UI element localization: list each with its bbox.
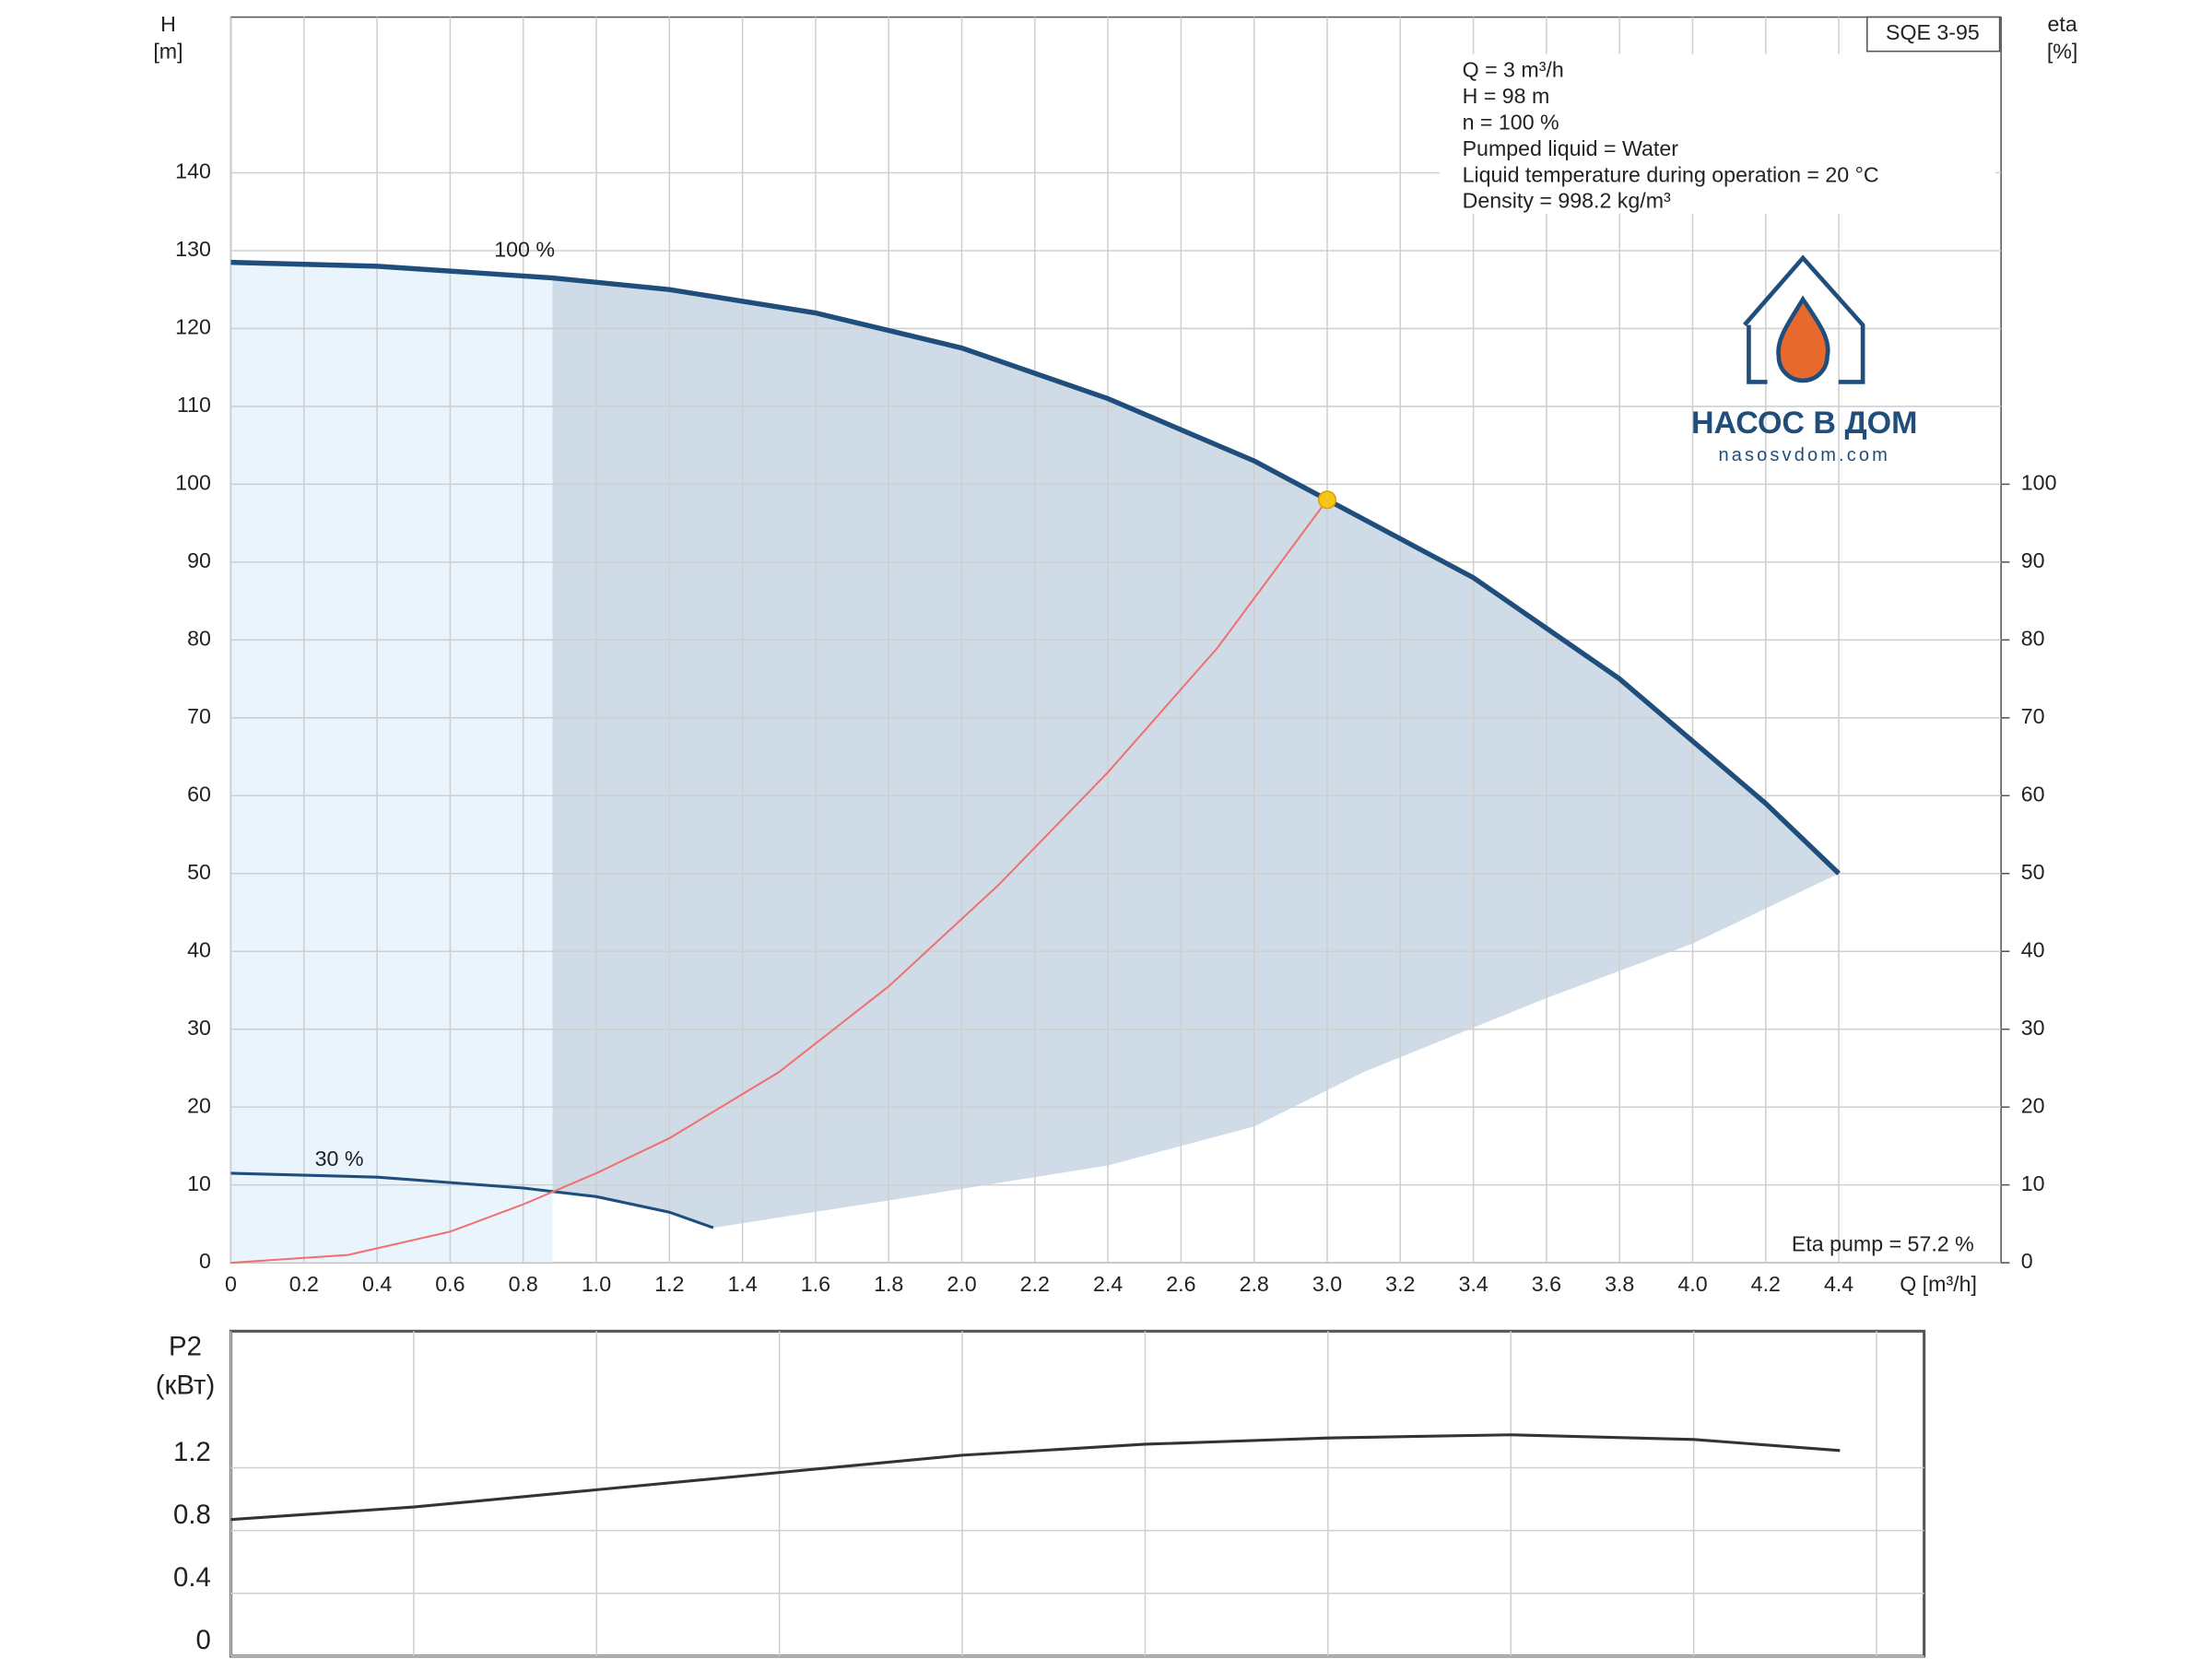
y-tick-label: 0 — [199, 1249, 211, 1273]
y-axis-label: (кВт) — [156, 1370, 215, 1400]
info-line: H = 98 m — [1463, 84, 1550, 108]
x-tick-label: 0.2 — [289, 1272, 319, 1296]
y-tick-label: 110 — [177, 393, 211, 417]
series-line — [230, 1433, 1841, 1522]
low-region — [230, 262, 553, 1264]
operating-area — [552, 277, 1840, 1229]
x-tick-label: 1.0 — [582, 1272, 611, 1296]
info-line: Q = 3 m³/h — [1463, 57, 1564, 81]
operating-point — [1317, 490, 1337, 510]
y-tick-label: 20 — [187, 1093, 211, 1117]
x-tick-label: 3.0 — [1312, 1272, 1342, 1296]
y-tick-label: 1.2 — [173, 1437, 211, 1467]
y-tick-label: 60 — [187, 782, 211, 806]
curve-label: 30 % — [315, 1147, 364, 1171]
y-tick-label: 90 — [187, 548, 211, 572]
y-tick-label: 10 — [187, 1171, 211, 1195]
y2-tick-label: 50 — [2021, 860, 2045, 884]
y-tick-label: 30 — [187, 1016, 211, 1040]
fill-layer — [230, 262, 1840, 1264]
info-line: Pumped liquid = Water — [1463, 136, 1679, 160]
y-tick-label: 50 — [187, 860, 211, 884]
y-tick-label: 0 — [196, 1625, 211, 1655]
model-box — [1866, 16, 2001, 53]
y2-tick-label: 30 — [2021, 1016, 2045, 1040]
series-line — [230, 1171, 714, 1230]
x-tick-label: 0.6 — [435, 1272, 465, 1296]
y-tick-label: 40 — [187, 937, 211, 961]
y2-axis-label: [%] — [2047, 39, 2078, 63]
info-box — [1439, 53, 1995, 214]
y2-tick-label: 0 — [2021, 1249, 2033, 1273]
info-line: Density = 998.2 kg/m³ — [1463, 189, 1671, 213]
x-tick-label: 2.0 — [947, 1272, 976, 1296]
y-axis-label: [m] — [153, 39, 182, 63]
lines-layer — [230, 259, 1841, 1522]
grid-layer — [229, 17, 2002, 1657]
y2-axis-label: eta — [2048, 12, 2077, 36]
y-tick-label: 0.8 — [173, 1500, 211, 1530]
x-tick-label: 1.4 — [727, 1272, 757, 1296]
x-tick-label: 4.2 — [1751, 1272, 1781, 1296]
series-line — [230, 259, 1841, 876]
x-tick-label: 3.8 — [1605, 1272, 1634, 1296]
eta-annotation: Eta pump = 57.2 % — [1792, 1232, 1974, 1256]
x-tick-label: 1.6 — [801, 1272, 830, 1296]
x-tick-label: 3.4 — [1458, 1272, 1488, 1296]
y2-tick-label: 70 — [2021, 704, 2045, 728]
x-tick-label: 0.4 — [362, 1272, 392, 1296]
y-tick-label: 100 — [175, 471, 211, 495]
y-tick-label: 80 — [187, 626, 211, 650]
y-tick-label: 140 — [175, 159, 211, 183]
y-tick-label: 120 — [175, 315, 211, 339]
top-layer: 0 0.2 0.4 0.6 0.8 1.0 1.2 1.4 1.6 1.8 2.0 2.2 2.4 2.6… — [153, 12, 2077, 1655]
plot-frame — [229, 1329, 1926, 1658]
y2-tick-label: 40 — [2021, 937, 2045, 961]
y2-tick-label: 80 — [2021, 626, 2045, 650]
y2-tick-label: 100 — [2021, 471, 2057, 495]
y2-tick-label: 60 — [2021, 782, 2045, 806]
y2-tick-label: 90 — [2021, 548, 2045, 572]
x-tick-label: 1.8 — [874, 1272, 903, 1296]
x-tick-label: 2.4 — [1093, 1272, 1123, 1296]
x-tick-label: 3.2 — [1385, 1272, 1415, 1296]
x-tick-label: 0.8 — [509, 1272, 538, 1296]
y-tick-label: 70 — [187, 704, 211, 728]
x-tick-label: 4.4 — [1824, 1272, 1853, 1296]
x-tick-label: 2.8 — [1240, 1272, 1269, 1296]
y2-tick-label: 20 — [2021, 1093, 2045, 1117]
y2-tick-label: 10 — [2021, 1171, 2045, 1195]
x-tick-label: 4.0 — [1677, 1272, 1707, 1296]
y-tick-label: 0.4 — [173, 1562, 211, 1593]
x-tick-label: 1.2 — [654, 1272, 684, 1296]
x-tick-label: 0 — [225, 1272, 237, 1296]
x-axis-label: Q [m³/h] — [1900, 1272, 1977, 1296]
model-label: SQE 3-95 — [1886, 20, 1980, 44]
logo — [1743, 254, 1865, 384]
y-axis-label: H — [160, 12, 176, 36]
logo-url: nasosvdom.com — [1718, 445, 1890, 465]
info-line: n = 100 % — [1463, 110, 1559, 134]
x-tick-label: 2.2 — [1020, 1272, 1050, 1296]
x-tick-label: 3.6 — [1532, 1272, 1561, 1296]
y-tick-label: 130 — [175, 237, 211, 261]
series-line — [230, 499, 1328, 1265]
logo-title: НАСОС В ДОМ — [1691, 406, 1918, 441]
info-line: Liquid temperature during operation = 20… — [1463, 162, 1879, 186]
curve-label: 100 % — [494, 237, 555, 261]
x-tick-label: 2.6 — [1166, 1272, 1195, 1296]
y-axis-label: P2 — [169, 1332, 202, 1362]
